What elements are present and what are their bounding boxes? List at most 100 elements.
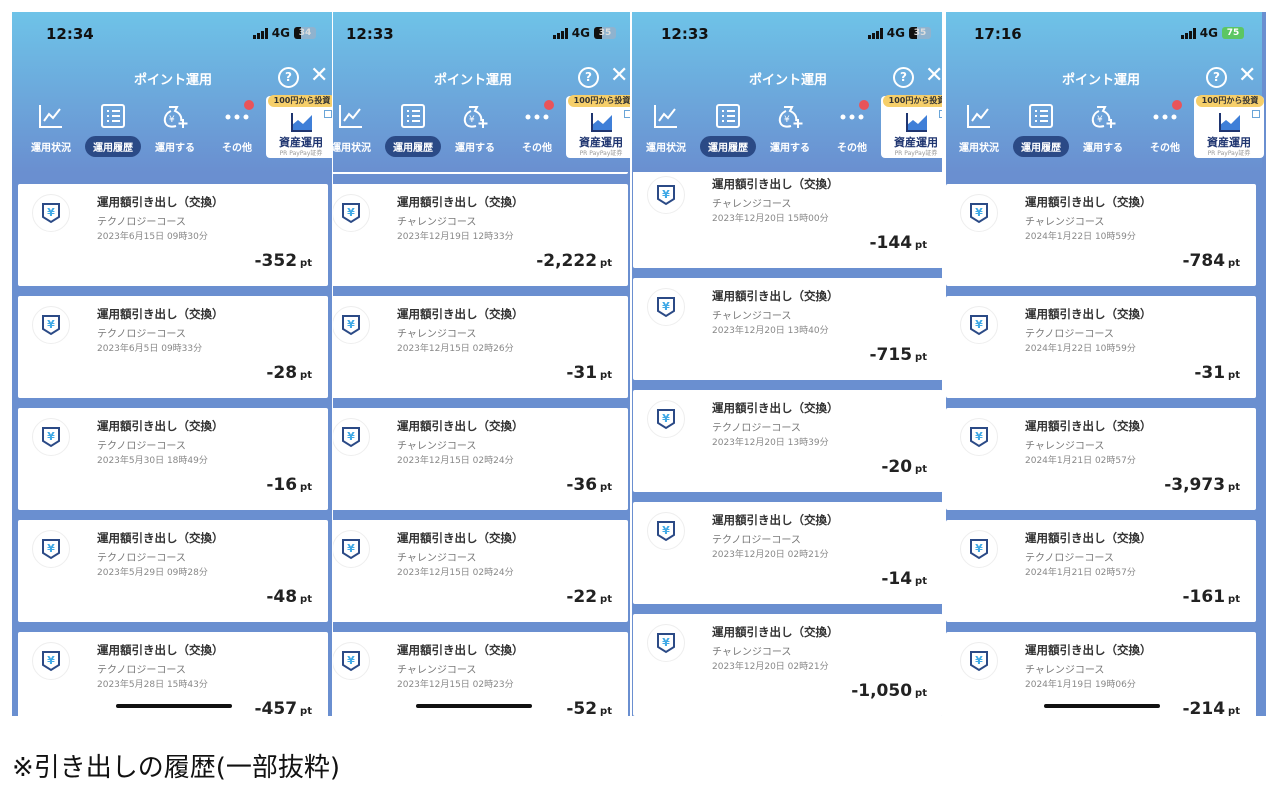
item-date: 2023年6月5日 09時33分 — [97, 344, 203, 354]
item-title: 運用額引き出し（交換） — [1025, 307, 1152, 321]
yen-shield-icon: ¥ — [960, 194, 998, 232]
item-date: 2023年5月29日 09時28分 — [97, 568, 208, 578]
svg-text:¥: ¥ — [47, 542, 55, 555]
tab-label: 運用状況 — [646, 143, 686, 154]
yen-shield-icon: ¥ — [647, 624, 685, 662]
item-date: 2024年1月19日 19時06分 — [1025, 680, 1136, 690]
item-date: 2023年12月20日 02時21分 — [712, 550, 829, 560]
list-item[interactable]: ¥ 運用額引き出し（交換） チャレンジコース 2023年12月15日 02時24… — [333, 408, 628, 510]
battery-icon: 35 — [909, 27, 931, 39]
tab-line-chart[interactable]: 運用状況 — [635, 102, 697, 157]
item-title: 運用額引き出し（交換） — [97, 419, 224, 433]
list-item[interactable]: ¥ 運用額引き出し（交換） テクノロジーコース 2024年1月21日 02時57… — [946, 520, 1256, 622]
list-item[interactable]: ¥ 運用額引き出し（交換） チャレンジコース 2024年1月22日 10時59分… — [946, 184, 1256, 286]
svg-text:¥: ¥ — [975, 206, 983, 219]
tab-line-chart[interactable]: 運用状況 — [333, 102, 382, 157]
area-chart-icon — [906, 113, 927, 132]
tab-line-chart[interactable]: 運用状況 — [948, 102, 1010, 157]
promo-sponsor: PR PayPay証券 — [279, 150, 323, 157]
svg-text:¥: ¥ — [662, 188, 670, 201]
item-amount: -16 pt — [266, 475, 312, 495]
list-item[interactable]: ¥ 運用額引き出し（交換） テクノロジーコース 2023年6月5日 09時33分… — [18, 296, 328, 398]
help-icon[interactable]: ? — [278, 67, 299, 88]
history-list[interactable]: ¥ 運用額引き出し（交換） テクノロジーコース 2023年6月15日 09時30… — [12, 172, 332, 716]
help-icon[interactable]: ? — [1206, 67, 1227, 88]
tab-more-dots[interactable]: その他 — [506, 100, 568, 157]
svg-text:¥: ¥ — [469, 115, 475, 125]
item-amount: -161 pt — [1182, 587, 1241, 607]
tab-list[interactable]: 運用履歴 — [382, 102, 444, 157]
list-item[interactable]: ¥ 運用額引き出し（交換） チャレンジコース 2023年12月20日 02時21… — [633, 614, 942, 716]
list-icon — [697, 102, 759, 130]
list-item[interactable]: ¥ 運用額引き出し（交換） テクノロジーコース 2023年6月15日 09時30… — [18, 184, 328, 286]
list-item[interactable]: ¥ 運用額引き出し（交換） チャレンジコース 2023年12月20日 15時00… — [633, 172, 942, 268]
status-bar-right: 4G 75 — [1180, 26, 1244, 40]
history-list[interactable]: ¥ 運用額引き出し（交換） チャレンジコース 2023年12月20日 15時00… — [632, 172, 942, 716]
page-title: ポイント運用 — [1061, 73, 1140, 88]
tab-money-bag-plus[interactable]: ¥ 運用する — [1072, 102, 1134, 157]
list-item[interactable]: ¥ 運用額引き出し（交換） テクノロジーコース 2023年5月29日 09時28… — [18, 520, 328, 622]
tab-more-dots[interactable]: その他 — [1134, 100, 1196, 157]
tab-label: 運用する — [155, 143, 195, 154]
yen-shield-icon: ¥ — [647, 288, 685, 326]
line-chart-icon — [333, 102, 382, 130]
list-item[interactable]: ¥ 運用額引き出し（交換） チャレンジコース 2023年12月20日 13時40… — [633, 278, 942, 380]
close-icon[interactable]: ✕ — [1238, 63, 1257, 88]
tab-more-dots[interactable]: その他 — [821, 100, 883, 157]
promo-asset-management[interactable]: 100円から投資 資産運用 PR PayPay証券 — [566, 95, 630, 158]
tab-money-bag-plus[interactable]: ¥ 運用する — [144, 102, 206, 157]
close-icon[interactable]: ✕ — [925, 63, 942, 88]
list-item[interactable]: ¥ 運用額引き出し（交換） チャレンジコース 2024年1月21日 02時57分… — [946, 408, 1256, 510]
item-course: テクノロジーコース — [97, 441, 186, 452]
home-indicator[interactable] — [416, 704, 532, 708]
item-amount: -715 pt — [869, 345, 928, 365]
tab-more-dots[interactable]: その他 — [206, 100, 268, 157]
list-item[interactable]: ¥ 運用額引き出し（交換） チャレンジコース 2023年12月15日 02時24… — [333, 520, 628, 622]
caption: ※引き出しの履歴(一部抜粋) — [12, 753, 341, 783]
list-item[interactable]: ¥ 運用額引き出し（交換） チャレンジコース 2024年1月19日 19時06分… — [946, 632, 1256, 716]
yen-shield-icon: ¥ — [32, 418, 70, 456]
history-list[interactable]: ¥ 運用額引き出し（交換） チャレンジコース 2023年12月19日 12時33… — [333, 172, 630, 716]
area-chart-icon — [291, 113, 312, 132]
list-item[interactable]: ¥ 運用額引き出し（交換） テクノロジーコース 2023年12月20日 13時3… — [633, 390, 942, 492]
line-chart-icon — [635, 102, 697, 130]
history-list[interactable]: ¥ 運用額引き出し（交換） チャレンジコース 2024年1月22日 10時59分… — [946, 172, 1262, 716]
help-icon[interactable]: ? — [578, 67, 599, 88]
promo-asset-management[interactable]: 100円から投資 資産運用 PR PayPay証券 — [266, 95, 332, 158]
tab-list[interactable]: 運用履歴 — [1010, 102, 1072, 157]
item-amount: -2,222 pt — [536, 251, 612, 271]
tab-list[interactable]: 運用履歴 — [82, 102, 144, 157]
close-icon[interactable]: ✕ — [310, 63, 329, 88]
close-icon[interactable]: ✕ — [610, 63, 629, 88]
battery-icon: 34 — [294, 27, 316, 39]
item-title: 運用額引き出し（交換） — [97, 307, 224, 321]
item-date: 2024年1月22日 10時59分 — [1025, 232, 1136, 242]
list-item[interactable]: ¥ 運用額引き出し（交換） チャレンジコース 2023年12月15日 02時26… — [333, 296, 628, 398]
list-item[interactable]: ¥ 運用額引き出し（交換） チャレンジコース 2023年12月19日 12時33… — [333, 184, 628, 286]
promo-tag: 100円から投資 — [268, 95, 332, 107]
line-chart-icon — [948, 102, 1010, 130]
network-label: 4G — [571, 26, 590, 40]
help-icon[interactable]: ? — [893, 67, 914, 88]
promo-asset-management[interactable]: 100円から投資 資産運用 PR PayPay証券 — [1194, 95, 1264, 158]
tab-label: 運用履歴 — [1013, 136, 1069, 157]
list-item[interactable]: ¥ 運用額引き出し（交換） テクノロジーコース 2023年12月20日 02時2… — [633, 502, 942, 604]
promo-asset-management[interactable]: 100円から投資 資産運用 PR PayPay証券 — [881, 95, 942, 158]
home-indicator[interactable] — [1044, 704, 1160, 708]
tab-money-bag-plus[interactable]: ¥ 運用する — [759, 102, 821, 157]
item-amount: -48 pt — [266, 587, 312, 607]
tab-money-bag-plus[interactable]: ¥ 運用する — [444, 102, 506, 157]
tab-line-chart[interactable]: 運用状況 — [20, 102, 82, 157]
area-chart-icon — [1219, 113, 1240, 132]
tab-list[interactable]: 運用履歴 — [697, 102, 759, 157]
promo-sponsor: PR PayPay証券 — [894, 150, 938, 157]
list-item[interactable]: ¥ 運用額引き出し（交換） テクノロジーコース 2023年5月30日 18時49… — [18, 408, 328, 510]
list-item[interactable] — [333, 172, 628, 174]
item-amount: -14 pt — [881, 569, 927, 589]
home-indicator[interactable] — [116, 704, 232, 708]
list-item[interactable]: ¥ 運用額引き出し（交換） チャレンジコース 2023年12月15日 02時23… — [333, 632, 628, 716]
more-dots-icon — [206, 100, 268, 130]
yen-shield-icon: ¥ — [333, 194, 370, 232]
list-item[interactable]: ¥ 運用額引き出し（交換） テクノロジーコース 2023年5月28日 15時43… — [18, 632, 328, 716]
list-item[interactable]: ¥ 運用額引き出し（交換） テクノロジーコース 2024年1月22日 10時59… — [946, 296, 1256, 398]
